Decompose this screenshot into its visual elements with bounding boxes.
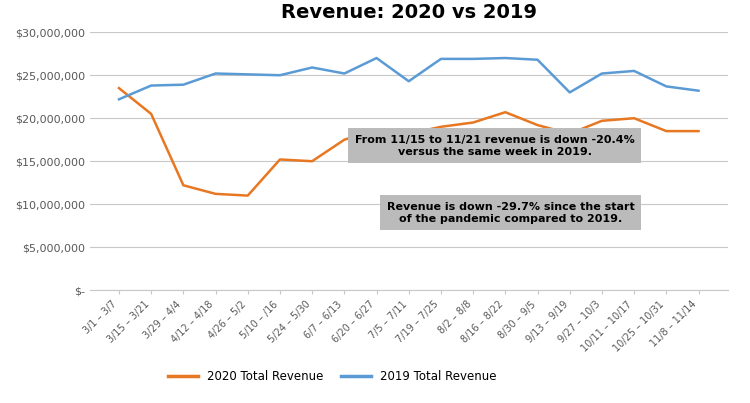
Legend: 2020 Total Revenue, 2019 Total Revenue: 2020 Total Revenue, 2019 Total Revenue	[164, 365, 501, 387]
2020 Total Revenue	[372, 127, 381, 132]
2019 Total Revenue	[340, 71, 349, 76]
2019 Total Revenue	[308, 65, 316, 70]
2020 Total Revenue	[115, 86, 124, 91]
Text: From 11/15 to 11/21 revenue is down -20.4%
versus the same week in 2019.: From 11/15 to 11/21 revenue is down -20.…	[355, 135, 634, 156]
2020 Total Revenue	[308, 159, 316, 164]
2020 Total Revenue	[469, 120, 478, 125]
2019 Total Revenue	[115, 97, 124, 102]
2020 Total Revenue	[533, 123, 542, 127]
2019 Total Revenue	[211, 71, 220, 76]
2020 Total Revenue	[404, 131, 413, 136]
2020 Total Revenue	[211, 191, 220, 196]
2019 Total Revenue	[566, 90, 574, 95]
2020 Total Revenue	[178, 183, 188, 188]
2019 Total Revenue	[630, 69, 639, 73]
2020 Total Revenue	[436, 125, 445, 129]
2020 Total Revenue	[630, 116, 639, 120]
Line: 2019 Total Revenue: 2019 Total Revenue	[119, 58, 698, 99]
2020 Total Revenue	[275, 157, 284, 162]
2019 Total Revenue	[275, 73, 284, 78]
Line: 2020 Total Revenue: 2020 Total Revenue	[119, 88, 698, 195]
2019 Total Revenue	[372, 56, 381, 60]
2020 Total Revenue	[501, 110, 510, 114]
2019 Total Revenue	[469, 56, 478, 61]
2019 Total Revenue	[178, 82, 188, 87]
2019 Total Revenue	[147, 83, 156, 88]
2019 Total Revenue	[662, 84, 670, 89]
2020 Total Revenue	[662, 129, 670, 133]
2020 Total Revenue	[243, 193, 252, 198]
2019 Total Revenue	[404, 79, 413, 84]
Title: Revenue: 2020 vs 2019: Revenue: 2020 vs 2019	[280, 3, 537, 22]
2020 Total Revenue	[340, 137, 349, 142]
Text: Revenue is down -29.7% since the start
of the pandemic compared to 2019.: Revenue is down -29.7% since the start o…	[387, 202, 634, 224]
2019 Total Revenue	[598, 71, 607, 76]
2020 Total Revenue	[566, 131, 574, 136]
2019 Total Revenue	[501, 56, 510, 60]
2019 Total Revenue	[436, 56, 445, 61]
2019 Total Revenue	[243, 72, 252, 77]
2019 Total Revenue	[694, 88, 703, 93]
2020 Total Revenue	[598, 118, 607, 123]
2019 Total Revenue	[533, 57, 542, 62]
2020 Total Revenue	[147, 112, 156, 116]
2020 Total Revenue	[694, 129, 703, 133]
